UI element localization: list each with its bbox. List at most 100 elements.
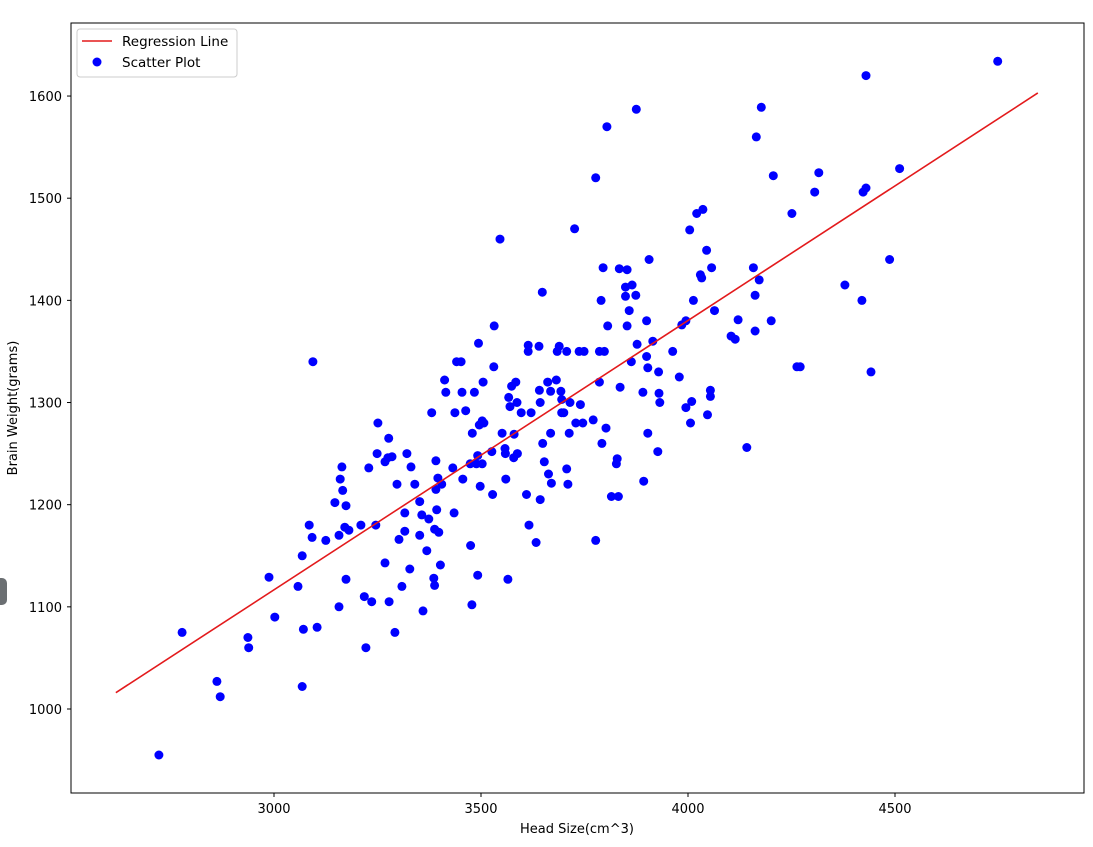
data-point bbox=[359, 592, 369, 602]
data-point bbox=[418, 606, 428, 616]
data-point bbox=[563, 479, 573, 489]
x-axis-ticks: 3000 3500 4000 4500 bbox=[257, 793, 912, 817]
data-point bbox=[307, 532, 317, 542]
data-point bbox=[535, 398, 545, 407]
x-tick-label: 3500 bbox=[464, 802, 497, 817]
data-point bbox=[814, 168, 824, 178]
data-point bbox=[338, 485, 348, 495]
data-point bbox=[373, 418, 383, 428]
data-point bbox=[685, 225, 695, 235]
data-point bbox=[643, 428, 653, 438]
x-tick-label: 4500 bbox=[878, 802, 911, 817]
data-point bbox=[495, 234, 505, 244]
data-point bbox=[431, 484, 441, 494]
data-point bbox=[674, 372, 684, 382]
data-point bbox=[766, 316, 776, 326]
legend-label-regression: Regression Line bbox=[122, 34, 228, 50]
data-point bbox=[154, 750, 164, 760]
data-point bbox=[591, 535, 601, 545]
data-point bbox=[556, 386, 566, 396]
data-point bbox=[597, 438, 607, 448]
data-point bbox=[489, 362, 499, 372]
x-tick-label: 3000 bbox=[257, 802, 290, 817]
data-point bbox=[479, 418, 489, 428]
data-point bbox=[334, 602, 344, 612]
data-point bbox=[534, 341, 544, 351]
data-point bbox=[622, 321, 632, 331]
data-point bbox=[993, 56, 1003, 66]
data-point bbox=[456, 357, 466, 367]
data-point bbox=[668, 346, 678, 356]
data-point bbox=[643, 363, 653, 373]
scatter-points bbox=[154, 56, 1003, 760]
data-point bbox=[312, 622, 322, 632]
legend: Regression Line Scatter Plot bbox=[76, 28, 238, 78]
data-point bbox=[750, 290, 760, 300]
data-point bbox=[861, 71, 871, 81]
y-tick-label: 1400 bbox=[29, 294, 62, 309]
data-point bbox=[687, 397, 697, 406]
data-point bbox=[406, 462, 416, 472]
data-point bbox=[562, 464, 572, 474]
data-point bbox=[598, 263, 608, 273]
data-point bbox=[435, 560, 445, 570]
data-point bbox=[654, 367, 664, 377]
data-point bbox=[432, 505, 442, 515]
data-point bbox=[344, 525, 354, 535]
data-point bbox=[571, 418, 581, 428]
data-point bbox=[489, 321, 499, 331]
data-point bbox=[642, 352, 652, 361]
data-point bbox=[475, 481, 485, 491]
data-point bbox=[526, 408, 536, 418]
data-point bbox=[733, 315, 743, 325]
data-point bbox=[810, 187, 820, 197]
data-point bbox=[621, 291, 630, 301]
data-point bbox=[622, 265, 632, 275]
data-point bbox=[522, 490, 531, 499]
data-point bbox=[441, 387, 451, 397]
data-point bbox=[424, 514, 434, 524]
data-point bbox=[330, 498, 340, 508]
data-point bbox=[754, 275, 764, 285]
data-point bbox=[387, 452, 397, 462]
data-point bbox=[537, 287, 547, 297]
data-point bbox=[503, 574, 513, 584]
data-point bbox=[293, 581, 303, 591]
data-point bbox=[429, 573, 439, 583]
data-point bbox=[270, 612, 280, 622]
data-point bbox=[627, 280, 637, 290]
data-point bbox=[857, 295, 867, 305]
data-point bbox=[698, 204, 708, 214]
data-point bbox=[304, 520, 314, 530]
data-point bbox=[337, 462, 347, 472]
data-point bbox=[613, 492, 623, 501]
data-point bbox=[554, 341, 564, 351]
side-panel-handle[interactable] bbox=[0, 578, 7, 605]
data-point bbox=[467, 428, 477, 438]
legend-dot-swatch bbox=[92, 57, 102, 67]
y-tick-label: 1100 bbox=[29, 601, 62, 616]
data-point bbox=[562, 346, 572, 356]
data-point bbox=[501, 474, 511, 484]
x-axis-label: Head Size(cm^3) bbox=[520, 822, 634, 837]
y-tick-label: 1600 bbox=[29, 90, 62, 105]
data-point bbox=[341, 501, 351, 511]
data-point bbox=[516, 408, 526, 418]
data-point bbox=[334, 530, 344, 540]
data-point bbox=[648, 336, 658, 346]
data-point bbox=[461, 406, 471, 416]
data-point bbox=[602, 122, 612, 132]
data-point bbox=[702, 245, 712, 255]
data-point bbox=[410, 479, 420, 489]
data-point bbox=[866, 367, 876, 377]
data-point bbox=[405, 564, 415, 574]
data-point bbox=[402, 449, 412, 459]
data-point bbox=[297, 682, 307, 691]
data-point bbox=[531, 538, 541, 547]
data-point bbox=[686, 418, 695, 428]
data-point bbox=[415, 530, 425, 540]
data-point bbox=[469, 387, 479, 397]
data-point bbox=[380, 558, 390, 568]
data-point bbox=[710, 306, 719, 316]
